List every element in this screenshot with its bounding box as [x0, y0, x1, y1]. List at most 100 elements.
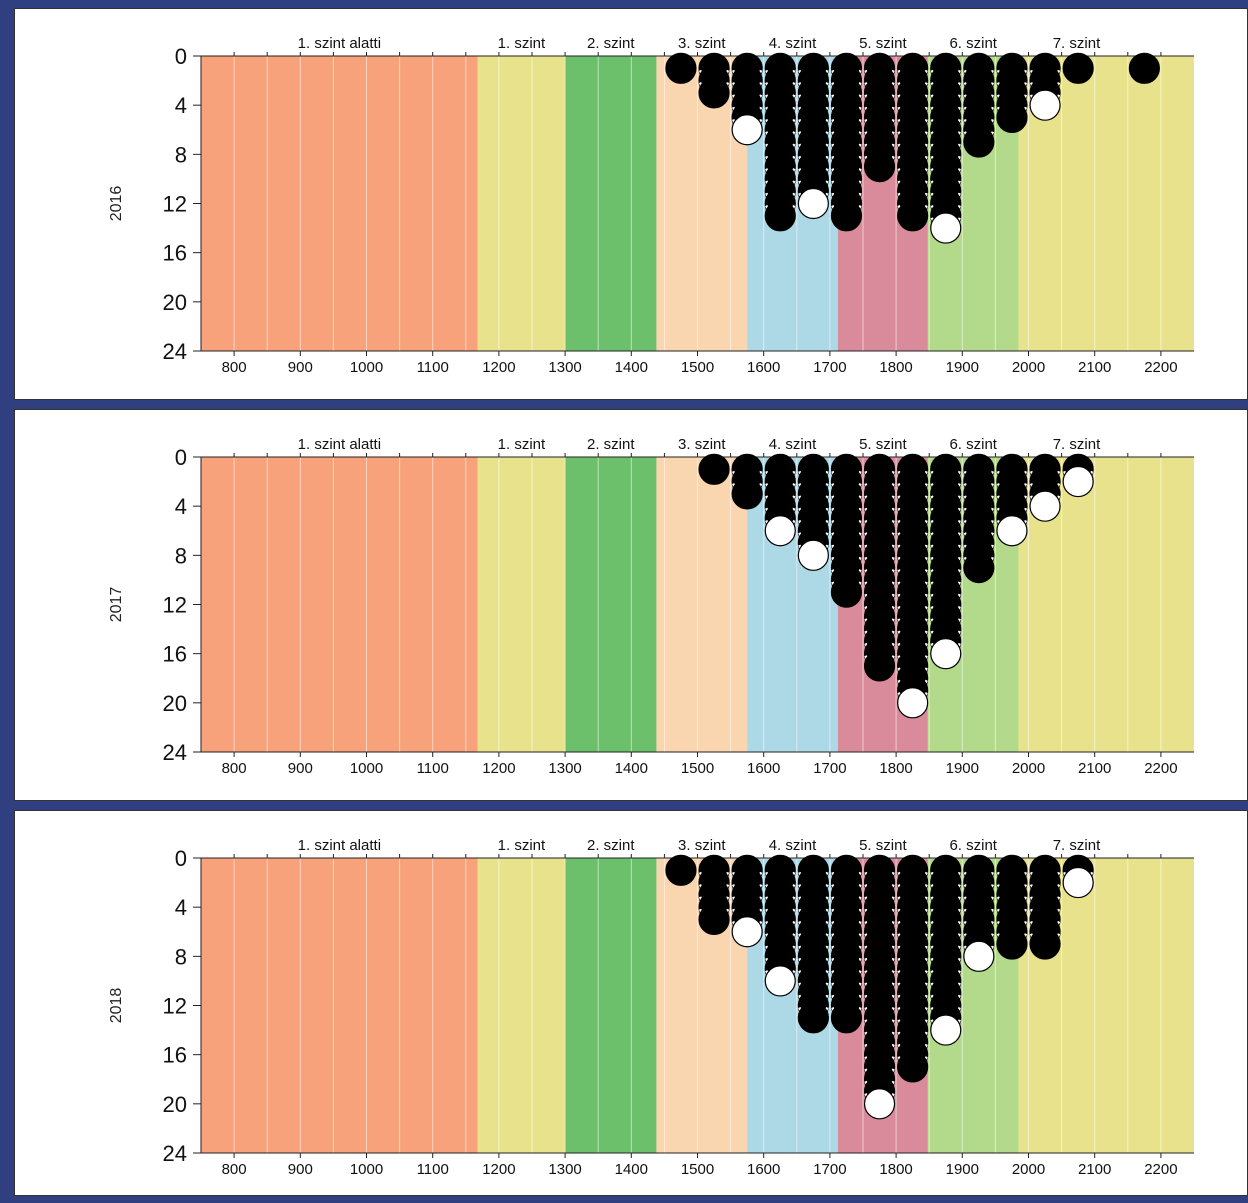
x-tick-label: 2000 [1012, 760, 1045, 777]
band-label-8: 7. szint [1053, 35, 1101, 52]
y-tick-label: 8 [175, 142, 187, 167]
band-3 [565, 457, 657, 752]
band-4 [656, 457, 748, 752]
y-tick-label: 20 [163, 1092, 187, 1117]
data-point [764, 965, 796, 997]
y-tick-label: 4 [175, 93, 187, 118]
y-tick-label: 12 [163, 994, 187, 1019]
y-tick-label: 16 [163, 241, 187, 266]
x-tick-label: 800 [222, 760, 247, 777]
data-point [1029, 490, 1061, 522]
year-label: 2016 [108, 186, 125, 222]
band-label-7: 6. szint [949, 35, 997, 52]
band-label-6: 5. szint [859, 837, 907, 854]
data-point [963, 126, 995, 158]
data-point [731, 916, 763, 948]
band-2 [477, 858, 566, 1153]
x-tick-label: 1300 [548, 760, 581, 777]
data-point [731, 114, 763, 146]
x-tick-label: 1300 [548, 359, 581, 376]
x-tick-label: 1000 [350, 1161, 383, 1178]
y-tick-label: 4 [175, 895, 187, 920]
band-label-5: 4. szint [769, 436, 817, 453]
band-label-8: 7. szint [1053, 436, 1101, 453]
x-tick-label: 2100 [1078, 760, 1111, 777]
x-tick-label: 1200 [482, 760, 515, 777]
data-point [698, 453, 730, 485]
data-point [797, 1002, 829, 1034]
x-tick-label: 900 [288, 1161, 313, 1178]
x-tick-label: 1900 [946, 1161, 979, 1178]
band-label-2: 1. szint [498, 436, 546, 453]
x-tick-label: 1900 [946, 359, 979, 376]
x-tick-label: 2000 [1012, 359, 1045, 376]
y-tick-label: 8 [175, 543, 187, 568]
x-tick-label: 1400 [615, 359, 648, 376]
band-label-1: 1. szint alatti [298, 837, 381, 854]
x-tick-label: 1600 [747, 359, 780, 376]
x-tick-label: 1500 [681, 359, 714, 376]
data-point [830, 1002, 863, 1034]
x-tick-label: 2100 [1078, 359, 1111, 376]
band-label-3: 2. szint [587, 436, 635, 453]
band-1 [201, 56, 478, 351]
data-point [963, 940, 995, 972]
band-label-6: 5. szint [859, 436, 907, 453]
x-tick-label: 1400 [615, 1161, 648, 1178]
x-tick-label: 2000 [1012, 1161, 1045, 1178]
x-tick-label: 800 [222, 359, 247, 376]
x-tick-label: 1800 [879, 1161, 912, 1178]
data-point [830, 576, 863, 608]
x-tick-label: 800 [222, 1161, 247, 1178]
data-point [996, 515, 1028, 547]
chart-panel-2016: 1. szint alatti 1. szint 2. szint 3. szint 4… [14, 8, 1248, 400]
x-tick-label: 1900 [946, 760, 979, 777]
data-point [897, 687, 929, 719]
y-tick-label: 0 [175, 44, 187, 69]
band-label-1: 1. szint alatti [298, 35, 381, 52]
y-tick-label: 8 [175, 944, 187, 969]
y-tick-label: 0 [175, 445, 187, 470]
x-tick-label: 1200 [482, 359, 515, 376]
chart-svg-2018: 1. szint alatti 1. szint 2. szint 3. szint 4… [108, 837, 1194, 1178]
data-point [1062, 52, 1094, 84]
x-tick-label: 1700 [813, 1161, 846, 1178]
band-2 [477, 457, 566, 752]
data-point [996, 928, 1028, 960]
data-point [930, 1014, 962, 1046]
x-tick-label: 2200 [1144, 1161, 1177, 1178]
data-point [996, 101, 1028, 134]
x-tick-label: 1000 [350, 359, 383, 376]
chart-panel-2018: 1. szint alatti 1. szint 2. szint 3. szint 4… [14, 810, 1248, 1196]
y-tick-label: 0 [175, 846, 187, 871]
data-point [1128, 52, 1160, 84]
data-point [731, 478, 763, 510]
data-point [863, 650, 896, 682]
band-1 [201, 457, 478, 752]
band-label-5: 4. szint [769, 837, 817, 854]
band-label-3: 2. szint [587, 35, 635, 52]
y-tick-label: 16 [163, 1043, 187, 1068]
data-point [830, 200, 863, 232]
y-tick-label: 20 [163, 691, 187, 716]
chart-svg-2017: 1. szint alatti 1. szint 2. szint 3. szint 4… [108, 436, 1194, 777]
x-tick-label: 1700 [813, 760, 846, 777]
band-1 [201, 858, 478, 1153]
y-tick-label: 20 [163, 290, 187, 315]
data-point [863, 151, 896, 183]
year-label: 2018 [108, 988, 125, 1024]
x-tick-label: 1600 [747, 1161, 780, 1178]
x-tick-label: 1200 [482, 1161, 515, 1178]
y-tick-label: 16 [163, 642, 187, 667]
data-point [665, 52, 697, 84]
data-point [698, 77, 730, 109]
data-point [930, 638, 962, 670]
x-tick-label: 1500 [681, 1161, 714, 1178]
band-label-2: 1. szint [498, 837, 546, 854]
band-label-3: 2. szint [587, 837, 635, 854]
data-point [1029, 89, 1061, 121]
x-tick-label: 1300 [548, 1161, 581, 1178]
x-tick-label: 1700 [813, 359, 846, 376]
data-point [897, 200, 929, 232]
data-point [930, 212, 962, 244]
